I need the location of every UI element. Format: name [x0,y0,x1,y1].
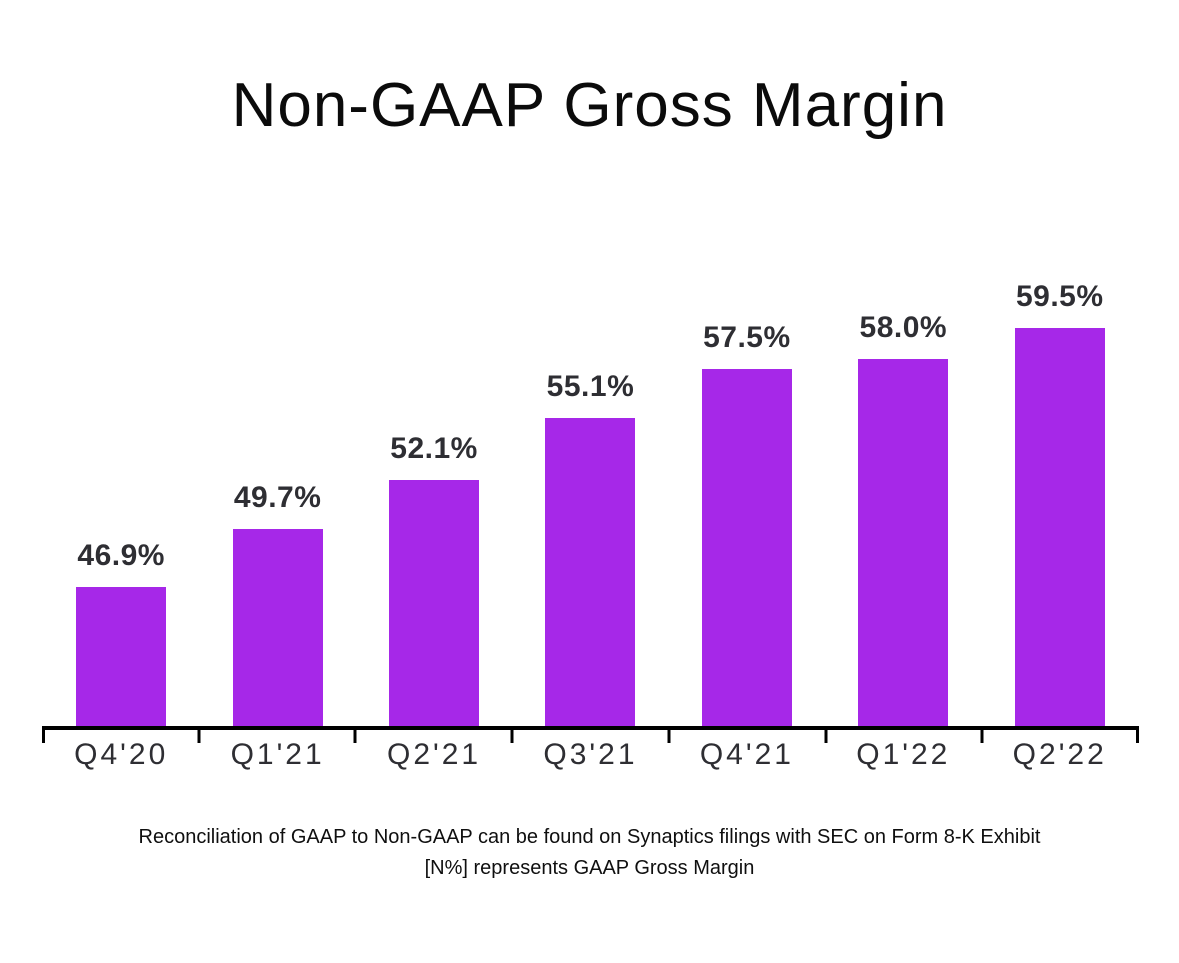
footnote-line-1: Reconciliation of GAAP to Non-GAAP can b… [138,826,1041,848]
bar-cell: 52.1% [356,318,512,728]
axis-tick [197,726,201,743]
x-axis-labels: Q4'20 Q1'21 Q2'21 Q3'21 Q4'21 Q1'22 Q2'22 [43,738,1138,772]
x-axis-line [42,726,1139,743]
bar [545,418,636,728]
bar [232,529,323,728]
axis-tick [510,726,514,743]
bar-cell: 55.1% [512,318,668,728]
x-axis-tick-label: Q3'21 [543,738,638,771]
bar-value-label: 52.1% [390,431,478,465]
bar-value-label: 57.5% [703,321,791,355]
x-axis-tick-label: Q4'20 [74,738,169,771]
x-axis-tick-label: Q4'21 [699,738,794,771]
x-axis-tick-label: Q1'22 [856,738,951,771]
bar-value-label: 49.7% [233,481,322,515]
bar [76,586,167,728]
bar [701,369,792,728]
bar-value-label: 58.0% [859,311,948,344]
axis-tick [353,726,357,743]
footnote-line-2: [N%] represents GAAP Gross Margin [424,857,755,879]
bar [1014,328,1105,728]
bar-value-label: 46.9% [77,538,165,572]
plot-area: 46.9% 49.7% 52.1% 55.1% 57.5% 58.0% 59.5% [43,280,1138,728]
axis-tick [667,726,671,743]
axis-tick [1136,726,1139,743]
axis-tick [980,726,984,743]
bar-cell: 58.0% [825,311,981,728]
bar [389,479,480,728]
x-axis-tick-label: Q2'21 [386,738,482,771]
bar-cell: 46.9% [43,318,199,728]
x-axis-tick-label: Q1'21 [230,738,325,771]
bar-value-label: 55.1% [546,370,635,404]
axis-tick [42,726,45,743]
chart-footnote: Reconciliation of GAAP to Non-GAAP can b… [0,822,1179,884]
bar [858,359,949,728]
bar-cell: 59.5% [982,280,1138,728]
axis-tick [824,726,828,743]
bar-cell: 57.5% [669,318,825,728]
bar-value-label: 59.5% [1015,280,1104,314]
chart-title: Non-GAAP Gross Margin [231,71,948,140]
x-axis-tick-label: Q2'22 [1012,738,1107,771]
bar-cell: 49.7% [199,318,355,728]
